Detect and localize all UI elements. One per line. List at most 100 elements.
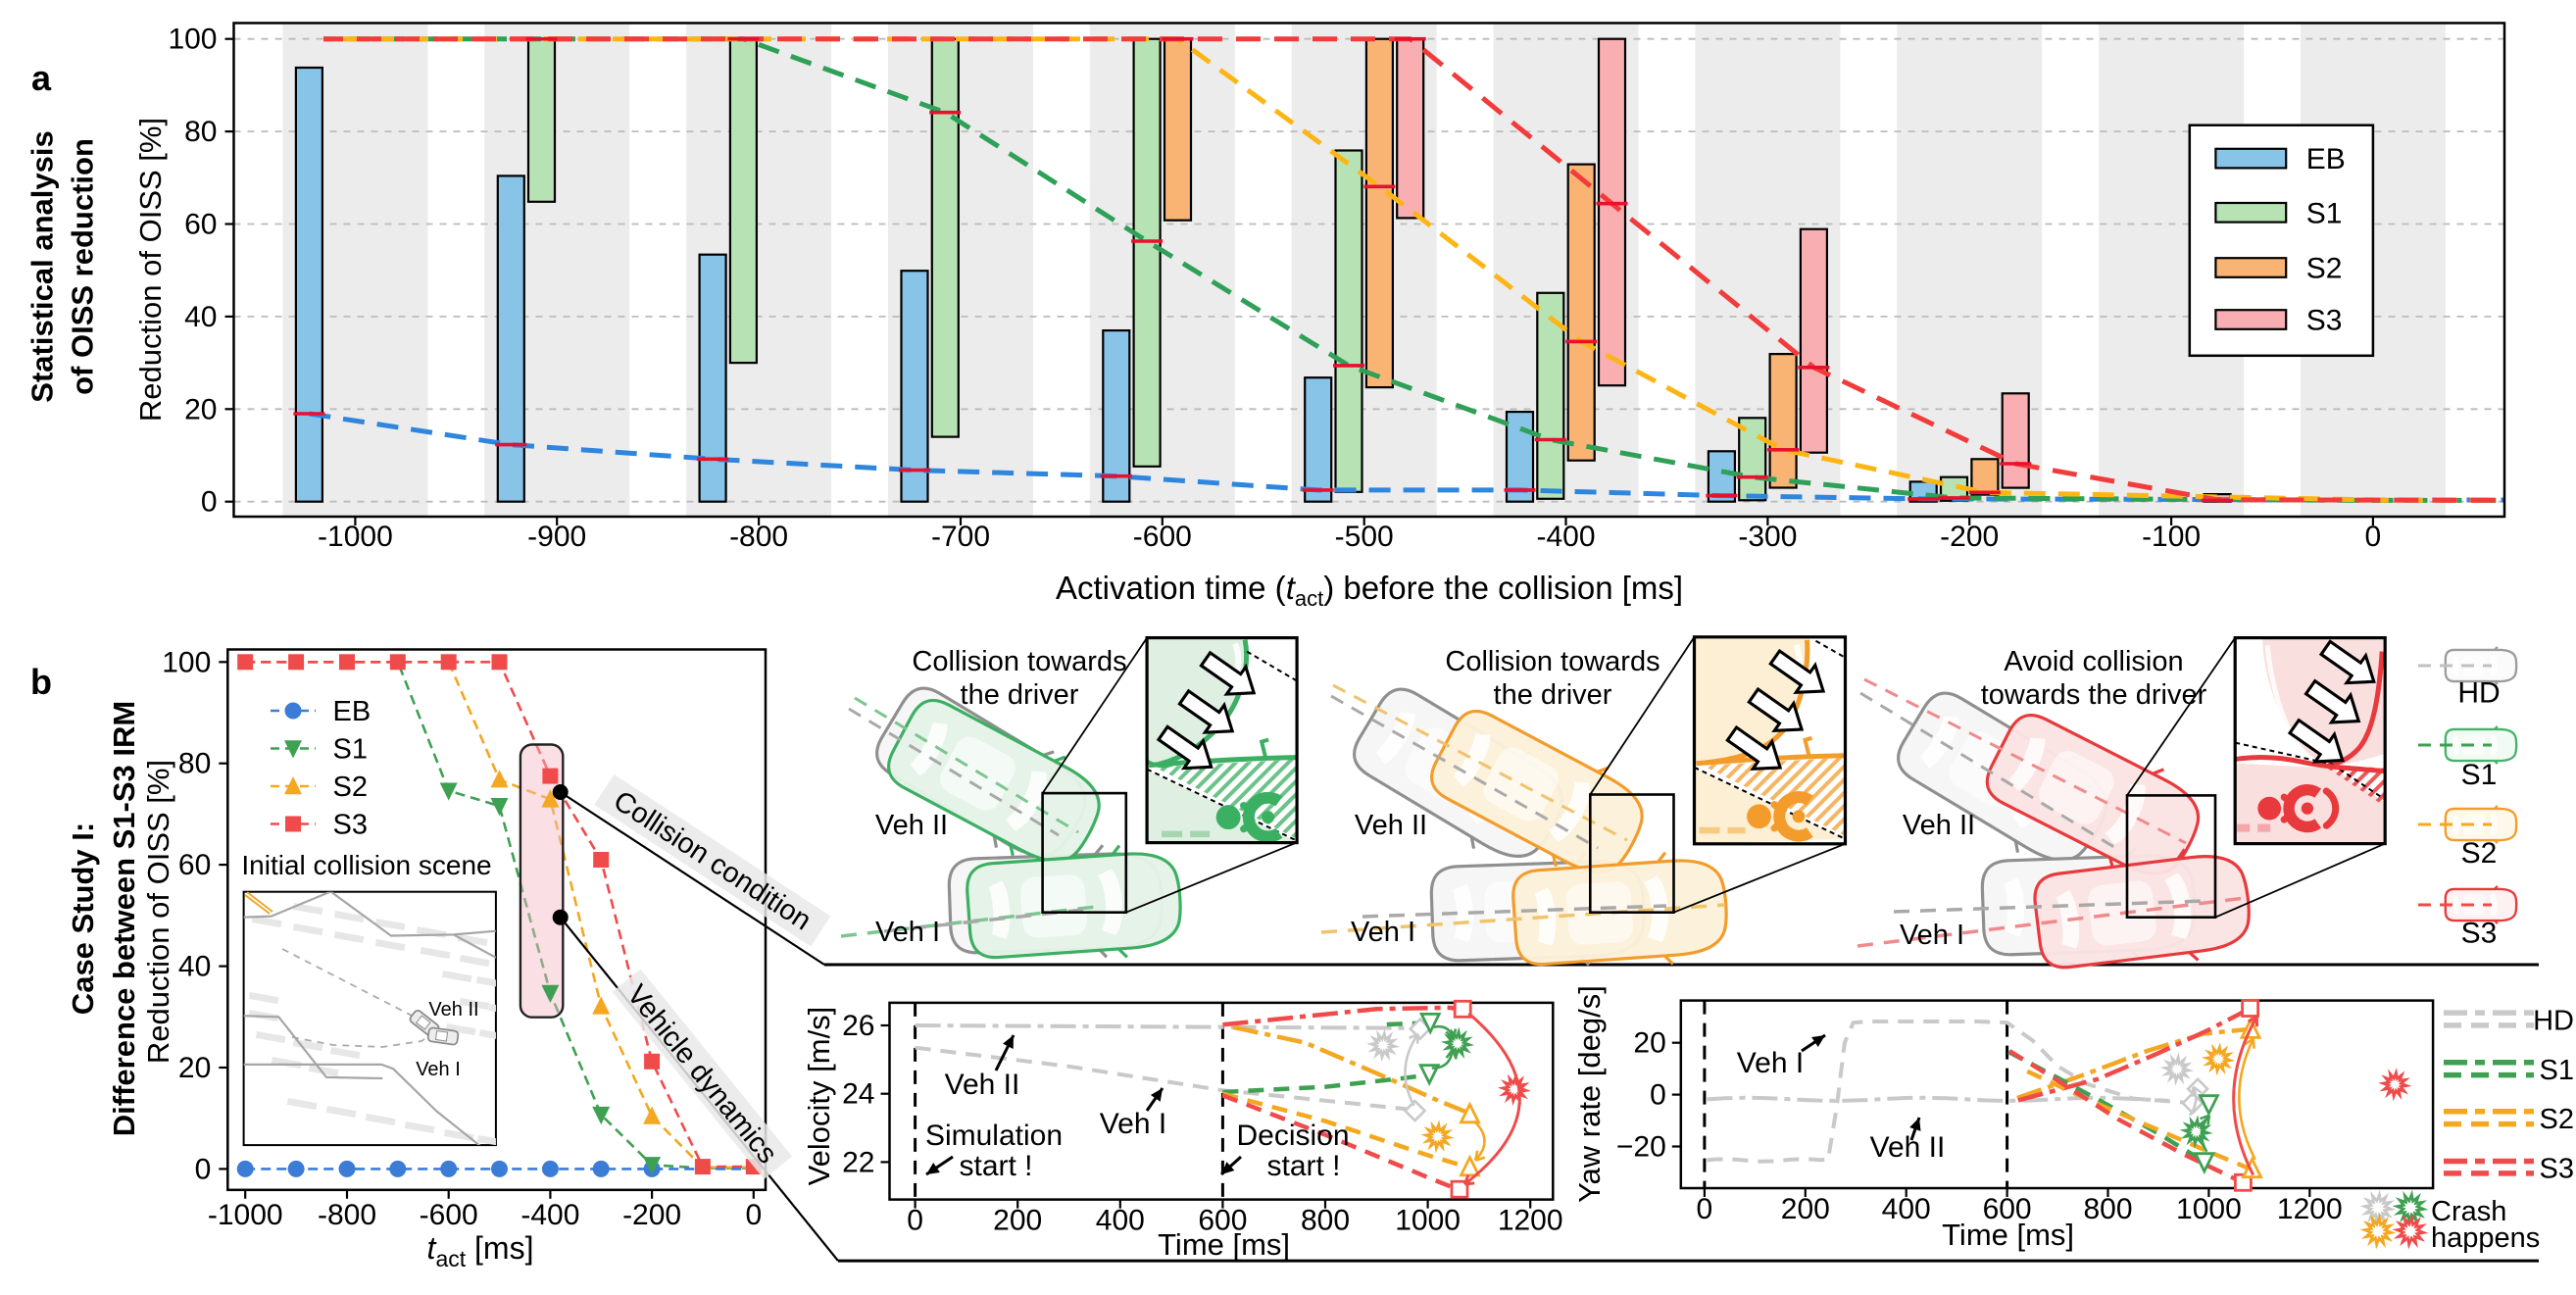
svg-text:Veh I: Veh I xyxy=(1900,920,1964,951)
svg-text:22: 22 xyxy=(842,1146,874,1178)
svg-text:100: 100 xyxy=(162,646,211,678)
svg-text:24: 24 xyxy=(842,1078,874,1111)
svg-text:-400: -400 xyxy=(1536,521,1595,553)
svg-text:Yaw rate [deg/s]: Yaw rate [deg/s] xyxy=(1572,985,1607,1203)
svg-text:Veh I: Veh I xyxy=(875,917,940,948)
svg-text:-600: -600 xyxy=(1133,521,1192,553)
svg-text:200: 200 xyxy=(1781,1193,1830,1225)
svg-text:Veh II: Veh II xyxy=(1355,810,1427,841)
svg-text:40: 40 xyxy=(184,301,217,333)
svg-text:-200: -200 xyxy=(1940,521,1999,553)
svg-text:Veh II: Veh II xyxy=(1870,1131,1946,1164)
svg-text:Veh II: Veh II xyxy=(428,999,478,1021)
svg-text:-300: -300 xyxy=(1738,521,1797,553)
svg-text:S2: S2 xyxy=(2306,253,2343,285)
svg-text:Crash: Crash xyxy=(2431,1196,2506,1227)
svg-text:S1: S1 xyxy=(2461,759,2498,791)
svg-text:-600: -600 xyxy=(420,1199,478,1231)
svg-text:the driver: the driver xyxy=(961,679,1079,711)
svg-text:b: b xyxy=(30,662,52,702)
svg-text:-800: -800 xyxy=(318,1199,376,1231)
svg-text:a: a xyxy=(31,58,52,98)
svg-text:S3: S3 xyxy=(333,810,368,841)
svg-text:Time [ms]: Time [ms] xyxy=(1942,1218,2074,1252)
svg-text:200: 200 xyxy=(993,1205,1042,1237)
svg-text:800: 800 xyxy=(1301,1205,1350,1237)
svg-text:-1000: -1000 xyxy=(318,521,393,553)
svg-text:-1000: -1000 xyxy=(208,1199,283,1231)
svg-text:S2: S2 xyxy=(2540,1104,2574,1135)
svg-text:100: 100 xyxy=(168,24,217,56)
svg-text:600: 600 xyxy=(1983,1193,2032,1225)
svg-text:HD: HD xyxy=(2533,1006,2574,1037)
svg-text:Difference between S1-S3 IRM: Difference between S1-S3 IRM xyxy=(107,701,141,1136)
svg-text:−20: −20 xyxy=(1616,1131,1666,1164)
svg-text:Collision towards: Collision towards xyxy=(912,646,1126,677)
svg-text:0: 0 xyxy=(195,1153,212,1185)
svg-text:S3: S3 xyxy=(2461,918,2498,950)
svg-text:1000: 1000 xyxy=(1395,1205,1461,1237)
svg-text:start !: start ! xyxy=(1266,1150,1340,1182)
svg-text:60: 60 xyxy=(184,209,217,241)
svg-text:20: 20 xyxy=(1633,1027,1665,1060)
svg-text:happens: happens xyxy=(2431,1222,2540,1254)
svg-text:Case Study I:: Case Study I: xyxy=(66,822,100,1015)
svg-text:1200: 1200 xyxy=(2277,1193,2343,1225)
svg-text:Initial collision scene: Initial collision scene xyxy=(241,850,491,880)
svg-text:Veh I: Veh I xyxy=(1100,1108,1166,1140)
svg-text:Decision: Decision xyxy=(1236,1120,1349,1152)
svg-text:26: 26 xyxy=(842,1010,874,1042)
svg-text:Collision towards: Collision towards xyxy=(1445,646,1660,677)
svg-text:0: 0 xyxy=(1650,1079,1666,1112)
svg-text:Simulation: Simulation xyxy=(925,1120,1063,1152)
svg-text:20: 20 xyxy=(184,393,217,425)
svg-text:400: 400 xyxy=(1882,1193,1931,1225)
svg-text:the driver: the driver xyxy=(1494,679,1612,711)
svg-text:1200: 1200 xyxy=(1498,1205,1563,1237)
svg-text:0: 0 xyxy=(1697,1193,1713,1225)
svg-text:S2: S2 xyxy=(2461,837,2498,870)
svg-text:800: 800 xyxy=(2083,1193,2132,1225)
svg-text:Veh II: Veh II xyxy=(875,810,948,841)
svg-text:S1: S1 xyxy=(333,734,368,766)
svg-text:-700: -700 xyxy=(931,521,990,553)
svg-text:towards the driver: towards the driver xyxy=(1981,679,2207,711)
svg-text:-800: -800 xyxy=(729,521,788,553)
svg-text:tact [ms]: tact [ms] xyxy=(427,1230,534,1271)
svg-text:S3: S3 xyxy=(2306,305,2343,337)
svg-text:of OISS reduction: of OISS reduction xyxy=(66,138,100,395)
svg-text:S1: S1 xyxy=(2540,1055,2574,1086)
svg-text:40: 40 xyxy=(178,951,211,983)
svg-text:60: 60 xyxy=(178,849,211,881)
svg-text:0: 0 xyxy=(2365,521,2382,553)
svg-text:400: 400 xyxy=(1096,1205,1145,1237)
svg-text:-100: -100 xyxy=(2142,521,2201,553)
svg-text:EB: EB xyxy=(333,696,372,727)
svg-text:0: 0 xyxy=(201,486,218,519)
svg-text:start !: start ! xyxy=(959,1150,1032,1182)
svg-text:0: 0 xyxy=(745,1199,762,1231)
svg-text:Reduction of OISS [%]: Reduction of OISS [%] xyxy=(141,760,175,1064)
svg-text:-900: -900 xyxy=(527,521,586,553)
svg-text:S1: S1 xyxy=(2306,197,2343,229)
svg-text:Time [ms]: Time [ms] xyxy=(1158,1227,1290,1262)
svg-text:80: 80 xyxy=(178,748,211,780)
svg-text:Activation time (tact) before: Activation time (tact) before the collis… xyxy=(1056,570,1683,611)
svg-text:Veh I: Veh I xyxy=(416,1059,461,1080)
svg-text:-400: -400 xyxy=(520,1199,579,1231)
svg-text:S2: S2 xyxy=(333,772,368,803)
svg-text:HD: HD xyxy=(2457,677,2500,710)
svg-text:20: 20 xyxy=(178,1052,211,1084)
svg-text:EB: EB xyxy=(2306,143,2346,175)
svg-text:-200: -200 xyxy=(622,1199,681,1231)
svg-text:Velocity [m/s]: Velocity [m/s] xyxy=(802,1007,836,1186)
svg-text:Veh I: Veh I xyxy=(1351,917,1415,948)
svg-text:600: 600 xyxy=(1198,1205,1247,1237)
svg-text:-500: -500 xyxy=(1335,521,1394,553)
svg-text:Avoid collision: Avoid collision xyxy=(2004,646,2183,677)
svg-text:1000: 1000 xyxy=(2176,1193,2242,1225)
svg-text:Veh I: Veh I xyxy=(1737,1047,1804,1079)
svg-text:Statistical analysis: Statistical analysis xyxy=(25,130,60,402)
svg-text:80: 80 xyxy=(184,116,217,148)
svg-text:Reduction of OISS [%]: Reduction of OISS [%] xyxy=(133,118,168,422)
